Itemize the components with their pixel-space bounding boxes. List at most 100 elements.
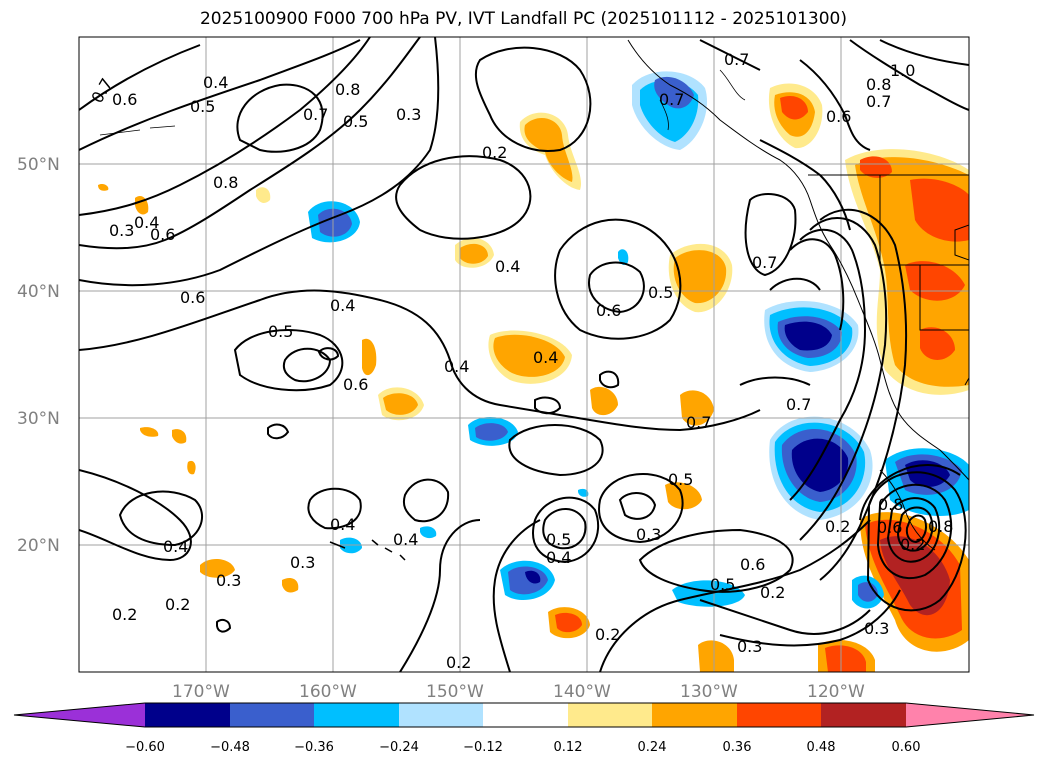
contour-label: 0.8 (928, 517, 953, 536)
colorbar-tick: −0.48 (210, 740, 250, 755)
contour-label: 0.7 (686, 413, 711, 432)
positive-anomaly (282, 578, 299, 593)
contour-label: 0.4 (546, 548, 571, 567)
negative-anomaly (525, 570, 541, 584)
colorbar-tick: 0.60 (892, 740, 921, 755)
contour-label: 0.5 (546, 530, 571, 549)
contour-label: 0.2 (112, 605, 137, 624)
positive-anomaly (493, 334, 565, 377)
lat-label-40n: 40°N (17, 282, 60, 302)
contour-label: 0.2 (165, 595, 190, 614)
colorbar-segment (399, 703, 483, 727)
negative-anomaly (578, 488, 589, 497)
lon-label-130w: 130°W (680, 682, 738, 702)
colorbar-tick: −0.36 (294, 740, 334, 755)
contour-label: 0.4 (134, 213, 159, 232)
lon-label-150w: 150°W (426, 682, 484, 702)
positive-anomaly (825, 645, 866, 672)
positive-anomaly (256, 187, 271, 203)
colorbar-extend-high (906, 703, 1034, 727)
colorbar-segment (568, 703, 652, 727)
colorbar-extend-low (14, 703, 145, 727)
colorbar-segment (821, 703, 906, 727)
positive-anomaly (524, 117, 573, 182)
contour-label: 0.8 (213, 173, 238, 192)
contour-label: 0.4 (444, 357, 469, 376)
map-frame (78, 36, 970, 673)
colorbar-segment (737, 703, 821, 727)
contour-label: 0.2 (446, 653, 471, 672)
contour-label: 0.4 (203, 73, 228, 92)
contour-label: 0.3 (216, 571, 241, 590)
positive-anomaly (555, 612, 582, 633)
latitude-axis: 20°N 30°N 40°N 50°N (17, 155, 60, 556)
lon-label-120w: 120°W (807, 682, 865, 702)
contour-label: 0.6 (343, 375, 368, 394)
contour-label: 0.4 (330, 296, 355, 315)
colorbar-tick: 0.24 (638, 740, 667, 755)
contour-label: 0.3 (737, 637, 762, 656)
contour-label: 0.5 (648, 283, 673, 302)
negative-anomaly (618, 249, 629, 265)
gridlines (79, 37, 969, 672)
contour-label: 0.4 (533, 348, 558, 367)
negative-anomaly (858, 582, 878, 602)
contour-label: 0.8 (335, 80, 360, 99)
positive-anomaly (460, 243, 488, 264)
contour-label: 0.6 (112, 90, 137, 109)
pv-contours (79, 37, 969, 672)
negative-anomaly (654, 76, 694, 109)
contour-label: 0.2 (595, 625, 620, 644)
longitude-axis: 170°W 160°W 150°W 140°W 130°W 120°W (172, 682, 865, 702)
positive-anomaly (920, 327, 955, 360)
contour-label: 0.5 (343, 112, 368, 131)
contour-label: 0.4 (163, 537, 188, 556)
negative-anomaly (318, 208, 352, 237)
shaded-anomalies (98, 71, 969, 672)
contour-label: 0.2 (900, 535, 925, 554)
positive-anomaly (590, 386, 618, 416)
map-title: 2025100900 F000 700 hPa PV, IVT Landfall… (199, 9, 847, 29)
map-area: 0.7 0.6 0.4 0.5 0.7 0.8 0.5 0.3 0.2 0.8 … (79, 37, 969, 672)
contour-label: 0.7 (659, 90, 684, 109)
contour-label: 0.4 (330, 515, 355, 534)
contour-label: 0.7 (303, 105, 328, 124)
positive-anomaly (680, 390, 714, 426)
negative-anomaly (791, 438, 849, 492)
positive-anomaly (200, 558, 235, 578)
contour-label: 0.3 (864, 619, 889, 638)
contour-label: 0.3 (290, 553, 315, 572)
contour-label: 0.5 (668, 470, 693, 489)
negative-anomaly (508, 566, 548, 595)
positive-anomaly (187, 460, 196, 475)
lon-label-140w: 140°W (553, 682, 611, 702)
contour-label: 0.7 (752, 253, 777, 272)
colorbar-tick: 0.48 (807, 740, 836, 755)
positive-anomaly (698, 640, 734, 672)
negative-anomaly (420, 526, 437, 539)
colorbar-segment (145, 703, 230, 727)
colorbar-tick: −0.60 (125, 740, 165, 755)
contour-label: 0.6 (150, 225, 175, 244)
positive-anomaly (383, 393, 418, 415)
positive-anomaly (780, 95, 808, 120)
colorbar-segment (483, 703, 568, 727)
contour-labels: 0.7 0.6 0.4 0.5 0.7 0.8 0.5 0.3 0.2 0.8 … (87, 50, 953, 672)
colorbar-segment (230, 703, 314, 727)
colorbar-segment (314, 703, 399, 727)
negative-anomaly (475, 423, 508, 441)
contour-label: 0.2 (825, 517, 850, 536)
contour-label: 0.7 (866, 92, 891, 111)
positive-anomaly (362, 338, 377, 376)
colorbar-tick: 0.12 (554, 740, 583, 755)
positive-anomaly (673, 250, 727, 304)
colorbar-tick: −0.24 (379, 740, 419, 755)
contour-label: 0.3 (636, 525, 661, 544)
negative-anomaly (784, 321, 832, 351)
contour-label: 0.7 (786, 395, 811, 414)
lat-label-20n: 20°N (17, 536, 60, 556)
contour-label: 0.3 (396, 105, 421, 124)
contour-label: 0.6 (596, 301, 621, 320)
contour-label: 0.6 (826, 107, 851, 126)
